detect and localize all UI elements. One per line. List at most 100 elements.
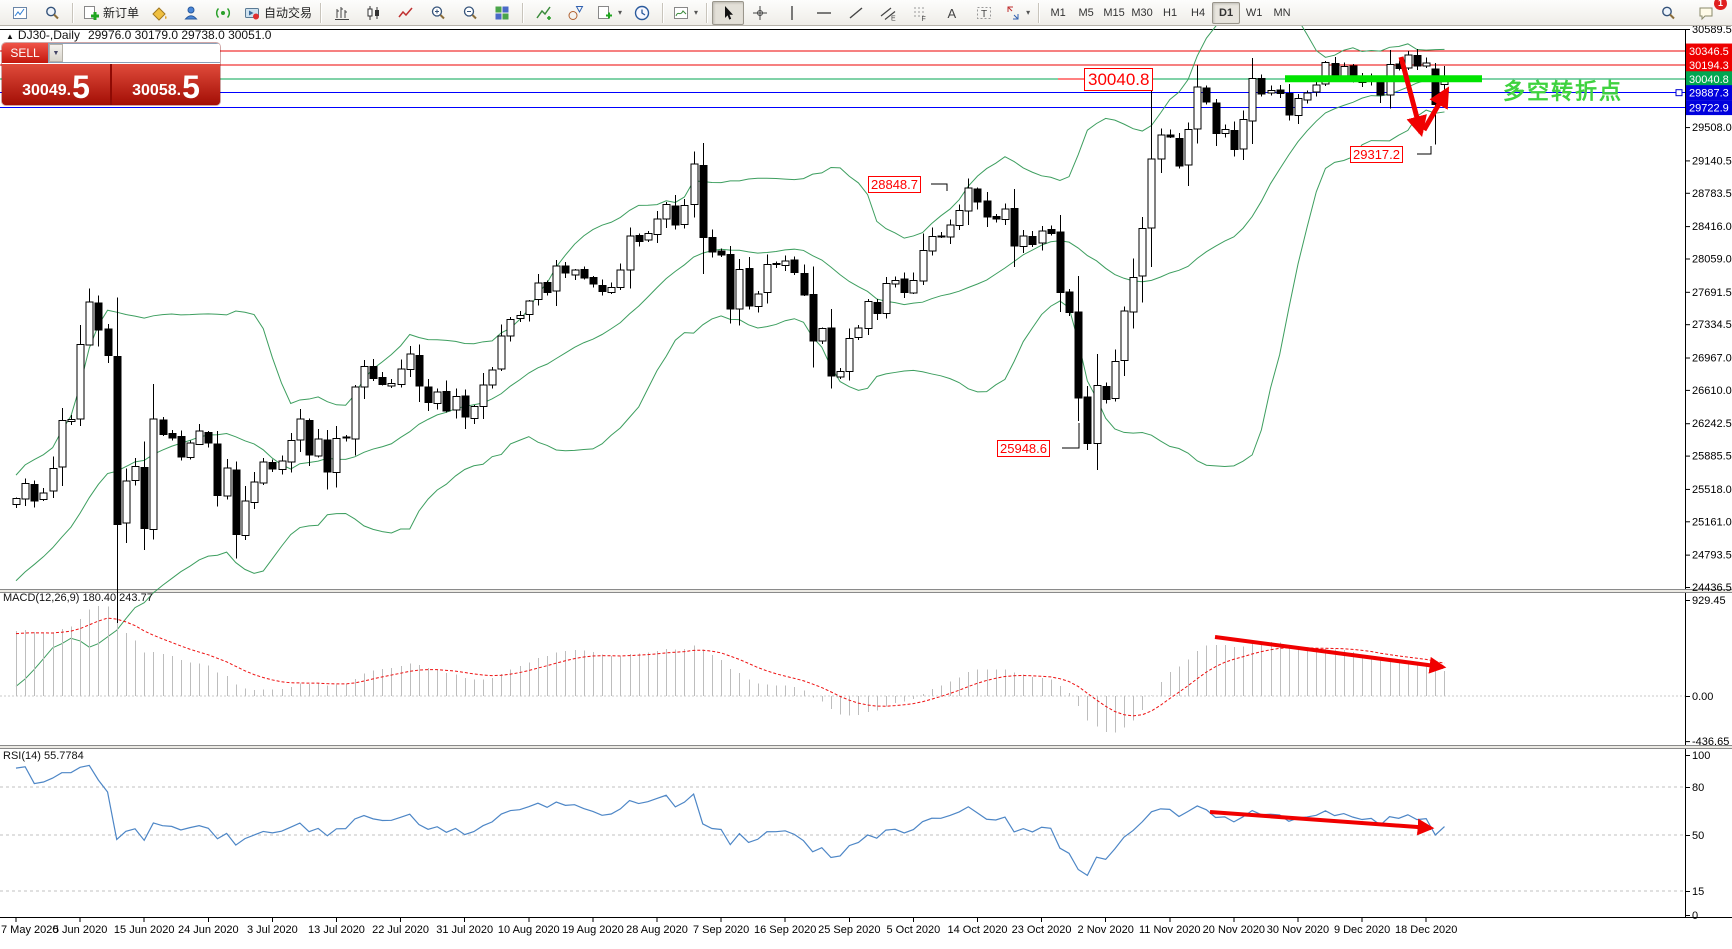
svg-text:26610.0: 26610.0 xyxy=(1692,385,1732,397)
toolbar-button-text-label[interactable]: T xyxy=(968,1,1000,25)
notification-badge: 1 xyxy=(1714,0,1727,10)
svg-text:0: 0 xyxy=(1692,910,1698,922)
annotation-pullback-29317: 29317.2 xyxy=(1350,146,1403,163)
sell-price[interactable]: 30049. 5 xyxy=(2,64,110,105)
candle-chart-icon xyxy=(367,5,380,20)
svg-text:26242.5: 26242.5 xyxy=(1692,418,1732,430)
toolbar-button-zoom-out[interactable] xyxy=(454,1,486,25)
toolbar-button-tile-windows[interactable] xyxy=(486,1,518,25)
toolbar-button-chart-shift[interactable]: ▾ xyxy=(668,1,702,25)
timeframe-button-H4[interactable]: H4 xyxy=(1191,6,1206,19)
cursor-icon xyxy=(725,5,734,20)
toolbar-button-channel[interactable]: E xyxy=(872,1,904,25)
toolbar-button-line-chart[interactable] xyxy=(390,1,422,25)
objects-icon xyxy=(568,5,584,20)
svg-text:7 May 2020: 7 May 2020 xyxy=(1,924,58,936)
svg-text:25518.0: 25518.0 xyxy=(1692,484,1732,496)
svg-text:11 Nov 2020: 11 Nov 2020 xyxy=(1139,924,1201,936)
price-axis: 30589.5 29508.0 29140.5 28783.5 28416.0 28059… xyxy=(1685,24,1732,922)
toolbar-button-cursor[interactable] xyxy=(712,0,745,25)
toolbar-button-arrows[interactable]: ▾ xyxy=(1000,1,1034,25)
toolbar-button-label: 自动交易 xyxy=(264,6,313,20)
buy-price-big-digit: 5 xyxy=(182,69,200,105)
timeframe-button-D1[interactable]: D1 xyxy=(1212,1,1241,24)
toolbar-button-search-right[interactable] xyxy=(1652,1,1684,25)
clock-icon xyxy=(634,5,650,20)
profile-icon xyxy=(184,6,198,19)
toolbar-button-notifications[interactable]: 1 xyxy=(1690,0,1727,25)
toolbar-button-chart-window[interactable] xyxy=(4,1,36,25)
svg-text:27691.5: 27691.5 xyxy=(1692,287,1732,299)
arrow-rsi xyxy=(1209,810,1435,836)
svg-text:E: E xyxy=(891,15,896,22)
svg-text:929.45: 929.45 xyxy=(1692,595,1726,607)
paint-bucket-icon xyxy=(152,6,167,21)
toolbar-button-profile[interactable] xyxy=(175,1,207,25)
timeframe-button-M5[interactable]: M5 xyxy=(1078,6,1094,19)
fibonacci-icon: F xyxy=(914,7,927,22)
timeframe-button-M30[interactable]: M30 xyxy=(1131,6,1153,19)
toolbar-button-new-order[interactable]: 新订单 xyxy=(78,1,143,25)
toolbar-button-search[interactable] xyxy=(36,1,68,25)
volume-input[interactable] xyxy=(63,44,220,62)
chart-title: ▲ DJ30-,Daily 29976.0 30179.0 29738.0 3005… xyxy=(6,28,271,42)
toolbar-button-crosshair[interactable] xyxy=(744,1,776,25)
toolbar-button-template[interactable]: ▾ xyxy=(592,1,626,25)
toolbar-button-zoom-in[interactable] xyxy=(422,1,454,25)
timeframe-button-W1[interactable]: W1 xyxy=(1245,6,1263,19)
buy-price-main: 30058. xyxy=(132,82,182,99)
bar-chart-icon xyxy=(335,6,350,20)
svg-text:25885.5: 25885.5 xyxy=(1692,451,1732,463)
timeframe-button-H1[interactable]: H1 xyxy=(1163,6,1178,19)
chart-frame xyxy=(0,29,1732,918)
toolbar-button-signal[interactable] xyxy=(207,1,239,25)
timeframe-button-M15[interactable]: M15 xyxy=(1103,6,1125,19)
timeframe-button-M1[interactable]: M1 xyxy=(1050,6,1066,19)
timeframe-button-MN[interactable]: MN xyxy=(1273,6,1291,19)
toolbar-button-paint-bucket[interactable] xyxy=(143,1,175,25)
svg-text:30346.5: 30346.5 xyxy=(1689,46,1729,58)
svg-text:15 Jun 2020: 15 Jun 2020 xyxy=(114,924,175,936)
toolbar-button-hline[interactable] xyxy=(808,1,840,25)
macd-histogram xyxy=(0,605,1685,733)
svg-text:27334.5: 27334.5 xyxy=(1692,319,1732,331)
pivot-point-text: 多空转折点 xyxy=(1503,79,1624,104)
svg-text:22 Jul 2020: 22 Jul 2020 xyxy=(372,924,429,936)
autotrade-icon xyxy=(245,7,260,19)
toolbar-button-vline[interactable] xyxy=(776,1,808,25)
template-icon xyxy=(598,5,613,19)
toolbar-button-label: 新订单 xyxy=(103,6,140,20)
toolbar-separator xyxy=(1038,2,1041,23)
toolbar-button-autotrade[interactable]: 自动交易 xyxy=(239,1,316,25)
balloon-icon xyxy=(1699,7,1713,20)
line-chart-icon xyxy=(398,7,413,17)
toolbar-button-objects[interactable] xyxy=(560,1,592,25)
toolbar-separator xyxy=(320,2,323,23)
annotation-high-28848: 28848.7 xyxy=(868,176,921,193)
toolbar-button-clock[interactable] xyxy=(626,1,658,25)
toolbar-button-trendline[interactable] xyxy=(840,1,872,25)
collapse-icon[interactable]: ▲ xyxy=(6,32,14,41)
toolbar-button-candle-chart[interactable] xyxy=(358,1,390,25)
svg-text:25 Sep 2020: 25 Sep 2020 xyxy=(818,924,880,936)
zoom-in-icon xyxy=(431,5,445,19)
toolbar-button-text[interactable]: A xyxy=(936,1,968,25)
arrow-up-main xyxy=(1421,86,1450,132)
svg-text:31 Jul 2020: 31 Jul 2020 xyxy=(436,924,493,936)
toolbar-button-fibonacci[interactable]: F xyxy=(904,1,936,25)
sell-button[interactable]: SELL xyxy=(2,43,48,63)
svg-text:25161.0: 25161.0 xyxy=(1692,516,1732,528)
toolbar-separator xyxy=(72,2,74,23)
hline-icon xyxy=(817,11,832,14)
svg-text:30589.5: 30589.5 xyxy=(1692,24,1732,36)
text-icon: A xyxy=(948,6,957,21)
chart-shift-icon xyxy=(674,6,689,19)
toolbar-button-indicators[interactable] xyxy=(528,1,560,25)
chevron-down-icon: ▾ xyxy=(694,8,699,17)
volume-decrease-button[interactable]: ▼ xyxy=(49,44,63,62)
toolbar-button-bar-chart[interactable] xyxy=(326,1,358,25)
buy-price[interactable]: 30058. 5 xyxy=(112,64,220,105)
text-label-icon: T xyxy=(977,6,992,20)
